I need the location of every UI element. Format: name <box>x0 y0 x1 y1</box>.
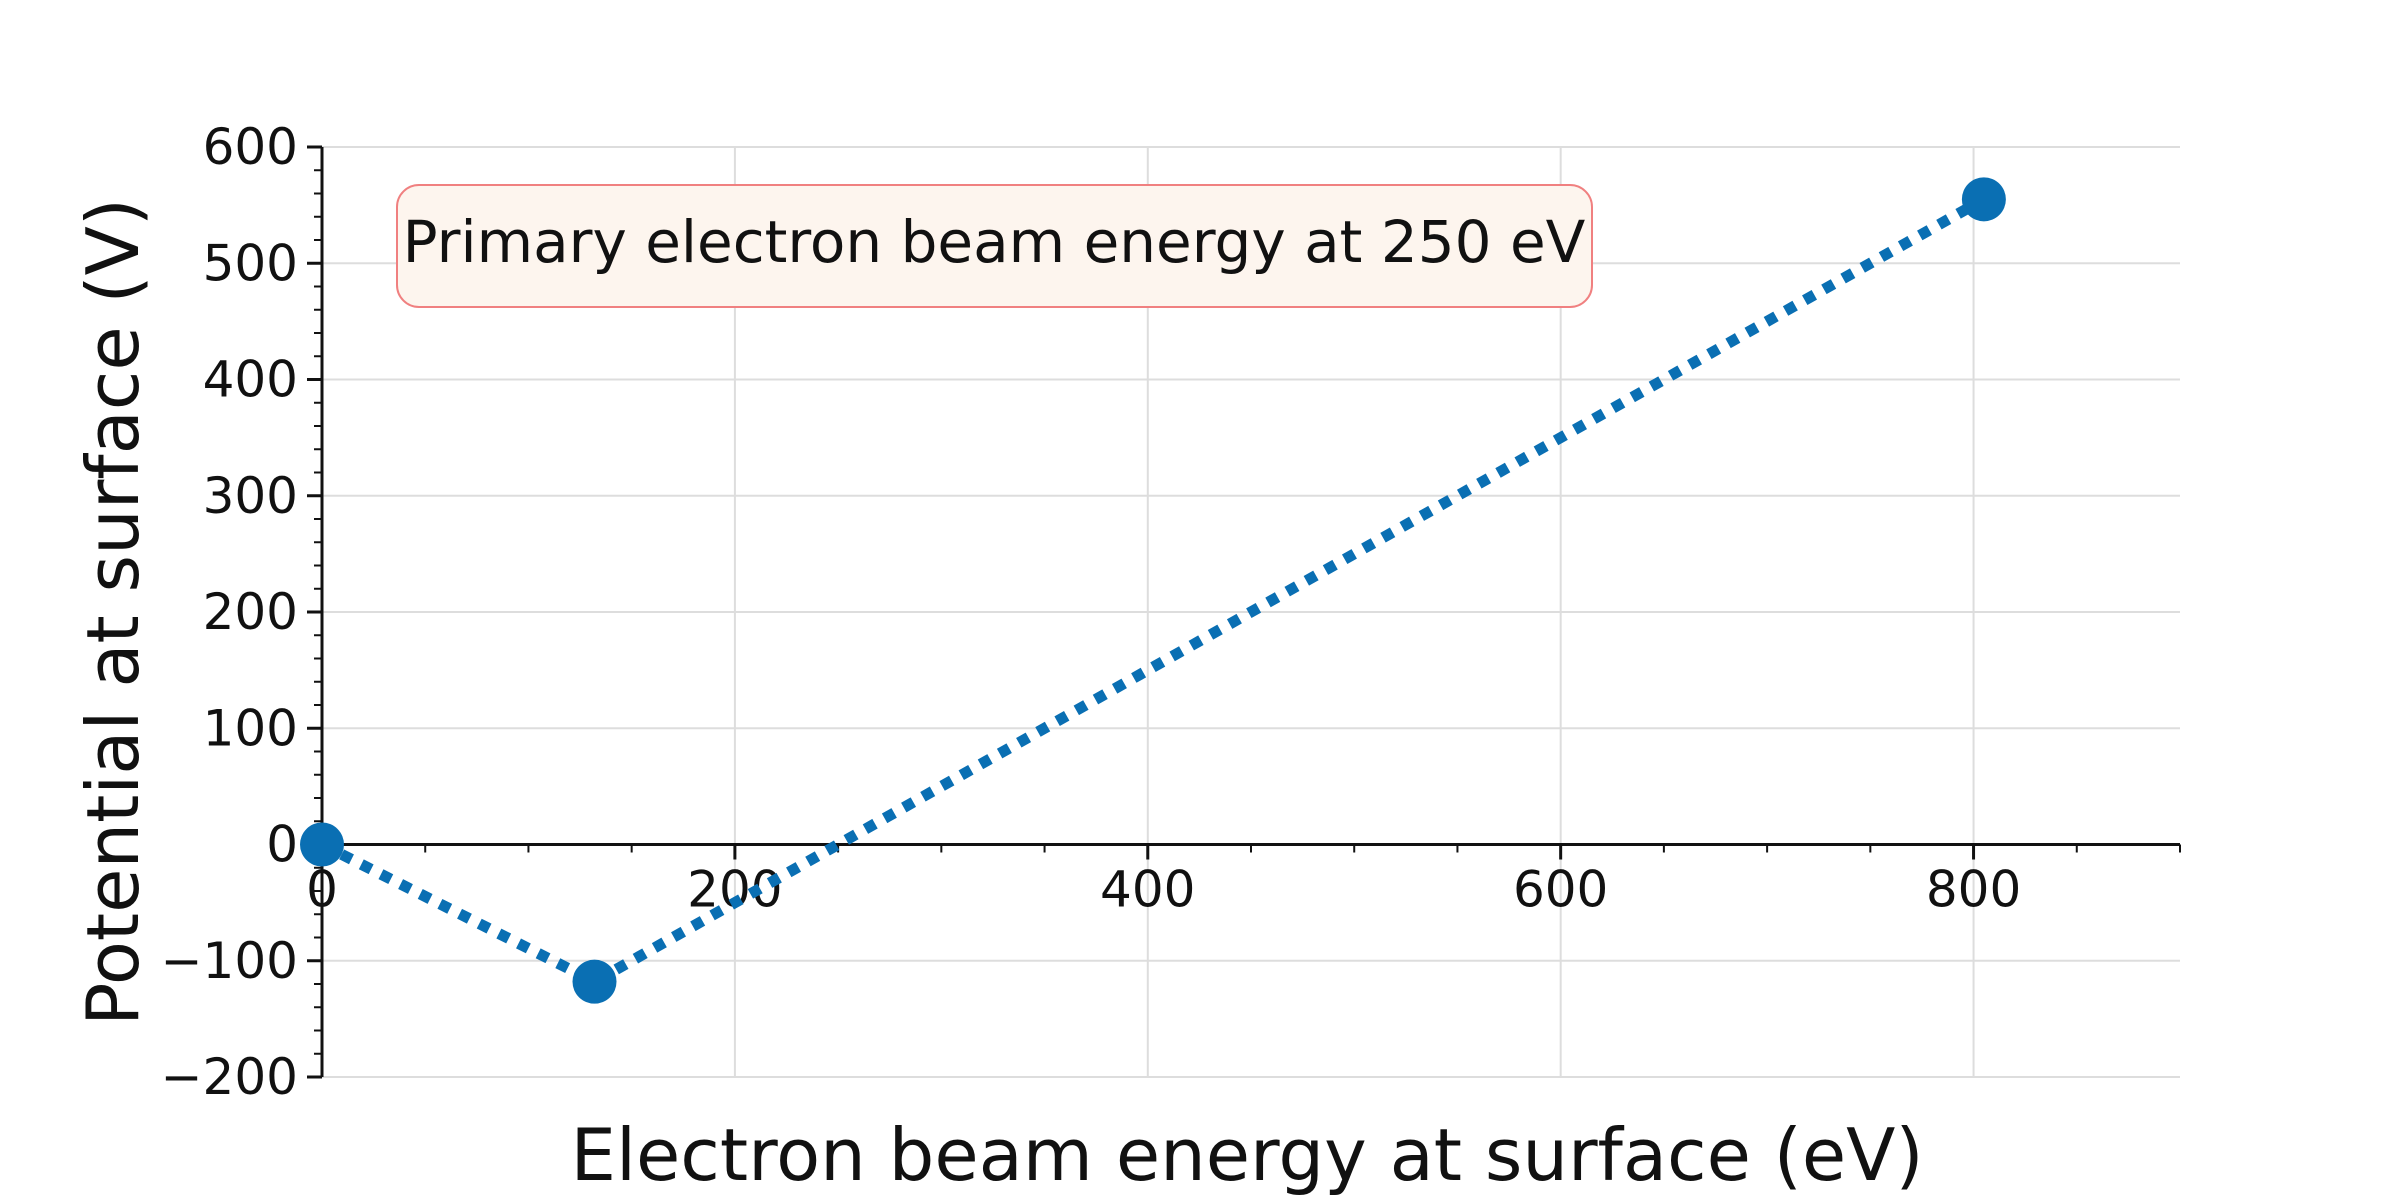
data-point <box>1961 177 2006 222</box>
series <box>300 177 2006 1004</box>
y-tick-label: −100 <box>161 932 298 990</box>
y-tick-label: 100 <box>203 699 298 757</box>
y-axis-title: Potential at surface (V) <box>71 198 155 1026</box>
annotation-text: Primary electron beam energy at 250 eV <box>403 208 1586 276</box>
x-tick-label: 200 <box>687 861 782 919</box>
x-axis-title: Electron beam energy at surface (eV) <box>570 1113 1923 1197</box>
x-tick-label: 800 <box>1926 861 2021 919</box>
y-tick-label: 500 <box>203 234 298 292</box>
x-tick-label: 400 <box>1100 861 1195 919</box>
y-tick-label: 200 <box>203 583 298 641</box>
data-point <box>572 959 617 1004</box>
y-tick-label: 0 <box>266 816 298 874</box>
y-tick-label: 300 <box>203 467 298 525</box>
y-tick-label: 600 <box>203 118 298 176</box>
y-tick-label: −200 <box>161 1048 298 1106</box>
annotation: Primary electron beam energy at 250 eV <box>396 184 1593 308</box>
x-tick-label: 0 <box>306 861 338 919</box>
annotation-box <box>396 184 1593 308</box>
y-tick-label: 400 <box>203 351 298 409</box>
x-tick-label: 600 <box>1513 861 1608 919</box>
data-point <box>300 822 344 867</box>
series-line <box>319 194 1987 988</box>
